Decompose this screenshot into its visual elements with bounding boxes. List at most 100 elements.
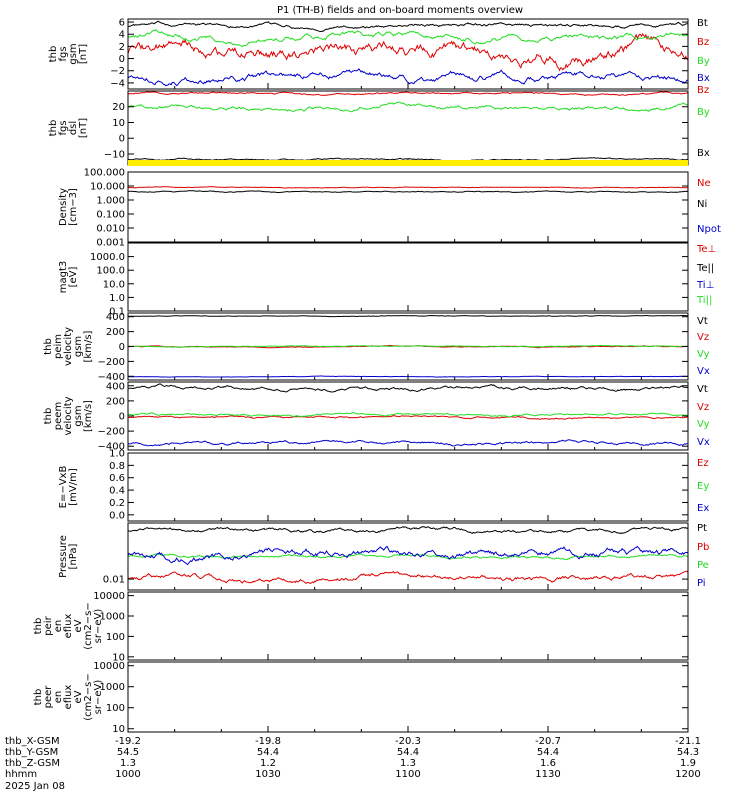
ylabel-fgs_dsl: dsl <box>68 121 79 135</box>
ytick-label: 20 <box>112 102 125 113</box>
legend-fgs_dsl-Bz: Bz <box>697 85 709 96</box>
series-peem-Vz <box>127 415 689 420</box>
legend-peem-Vz: Vz <box>697 402 709 413</box>
ytick-label: 0.001 <box>96 238 125 249</box>
xaxis-tick-label: -19.8 <box>255 736 281 747</box>
xaxis-tick-label: 1.9 <box>680 758 696 769</box>
ylabel-fgs: [nT] <box>78 44 89 64</box>
ytick-label: 4 <box>119 30 125 41</box>
ytick-label: −10 <box>104 149 125 160</box>
xaxis-tick-label: 1.2 <box>260 758 276 769</box>
ytick-label: −200 <box>98 427 125 438</box>
plot-title: P1 (TH-B) fields and on-board moments ov… <box>277 5 523 16</box>
ylabel-peir: thb <box>33 618 44 635</box>
panel-frame-efield <box>127 452 689 522</box>
ytick-label: 0.100 <box>96 210 125 221</box>
xaxis-tick-label: -21.1 <box>675 736 701 747</box>
series-fgs-Bx <box>127 68 688 87</box>
ylabel-peir: eV <box>73 619 84 632</box>
ytick-label: 0.2 <box>109 498 125 509</box>
legend-pressure-Pt: Pt <box>697 523 707 534</box>
panel-peir: 10 100 1000 10000 thb peir en eflux eV (cm2−s− sr−… <box>33 591 689 663</box>
ytick-label: 10 <box>112 118 125 129</box>
series-fgs-By <box>127 28 689 48</box>
ylabel-peem: thb <box>43 408 54 425</box>
ytick-label: 1.000 <box>96 196 125 207</box>
ytick-label: 0.01 <box>103 575 125 586</box>
legend-peem-Vy: Vy <box>697 419 710 430</box>
ylabel-peer: (cm2−s− <box>83 673 94 720</box>
date-label: 2025 Jan 08 <box>5 781 65 792</box>
series-pressure-Pi <box>127 545 689 566</box>
ytick-label: 200 <box>106 327 125 338</box>
ytick-label: −400 <box>98 372 125 383</box>
ylabel-density: [cm−3] <box>68 188 79 226</box>
series-fgs_dsl-By <box>127 101 689 113</box>
legend-peim-Vx: Vx <box>697 366 710 377</box>
legend-pressure-Pe: Pe <box>697 560 709 571</box>
ylabel-fgs_dsl: fgs <box>58 120 69 135</box>
legend-temp-Ti⊥: Ti⊥ <box>696 280 714 291</box>
ytick-label: 1.0 <box>109 293 125 304</box>
series-fgs-Bt <box>127 20 689 32</box>
ylabel-peer: eflux <box>63 685 74 710</box>
ytick-label: 100 <box>106 703 125 714</box>
panel-density: 0.001 0.010 0.100 1.000 10.000 100.000 Density… <box>58 168 721 249</box>
panel-peim: −400 −200 0 200 400 thb peim velocity gsm [km/s] V… <box>43 312 710 383</box>
xaxis-row-label: thb_X-GSM <box>5 736 60 747</box>
ylabel-density: Density <box>58 188 69 226</box>
ylabel-peem: [km/s] <box>83 400 94 432</box>
series-pressure-Pt <box>127 526 689 535</box>
legend-fgs-Bz: Bz <box>697 37 709 48</box>
ytick-label: 0.010 <box>96 224 125 235</box>
ytick-label: 0 <box>119 134 125 145</box>
series-peim-Vy <box>127 344 689 348</box>
series-peem-Vy <box>127 411 689 418</box>
xaxis-tick-label: -19.2 <box>115 736 141 747</box>
data-flag-bar <box>128 160 688 166</box>
xaxis-tick-label: -20.3 <box>395 736 421 747</box>
ylabel-peim: [km/s] <box>83 330 94 362</box>
ytick-label: 0.4 <box>109 486 125 497</box>
ylabel-peer: eV <box>73 690 84 703</box>
legend-fgs-By: By <box>697 56 710 67</box>
ytick-label: 0.6 <box>109 473 125 484</box>
ytick-label: 100.0 <box>96 266 125 277</box>
legend-density-Ne: Ne <box>697 178 711 189</box>
ylabel-fgs_dsl: [nT] <box>78 118 89 138</box>
ylabel-peer: thb <box>33 689 44 706</box>
ytick-label: 0.1 <box>109 307 125 318</box>
ylabel-fgs: thb <box>48 46 59 63</box>
ylabel-peim: peim <box>53 334 64 359</box>
ytick-label: 0 <box>119 412 125 423</box>
ylabel-peer: sr−eV) <box>93 680 104 715</box>
panel-pressure: 0.01 Pressure [nPa] Pt Pb Pe Pi <box>58 522 709 591</box>
series-fgs-Bz <box>127 33 689 72</box>
xaxis-tick-label: 54.3 <box>677 747 699 758</box>
ytick-label: 0.0 <box>109 510 125 521</box>
ytick-label: 1.0 <box>109 449 125 460</box>
legend-temp-Te⊥: Te⊥ <box>696 244 716 255</box>
ylabel-peir: (cm2−s− <box>83 602 94 649</box>
ytick-label: 1000 <box>100 682 125 693</box>
legend-peim-Vz: Vz <box>697 332 709 343</box>
ytick-label: 10 <box>112 724 125 735</box>
ylabel-temp: magt3 <box>58 261 69 294</box>
ylabel-peem: gsm <box>73 405 84 426</box>
xaxis-row-label: hhmm <box>5 769 37 780</box>
ylabel-peem: velocity <box>63 396 74 435</box>
x-axis-group: thb_X-GSM -19.2 -19.8 -20.3 -20.7 -21.1 thb_Y-… <box>5 736 701 792</box>
legend-fgs-Bx: Bx <box>697 73 710 84</box>
ytick-label: 100.000 <box>84 168 125 179</box>
series-peim-Vt <box>127 314 688 318</box>
ylabel-peim: velocity <box>63 327 74 366</box>
ylabel-fgs: fgs <box>58 46 69 61</box>
panel-frame-temp <box>127 242 689 312</box>
ylabel-peir: en <box>53 620 64 633</box>
ytick-label: −2 <box>110 66 125 77</box>
ytick-label: 400 <box>106 381 125 392</box>
legend-peem-Vx: Vx <box>697 437 710 448</box>
ylabel-efield: [mV/m] <box>68 468 79 506</box>
ytick-label: 10 <box>112 652 125 663</box>
